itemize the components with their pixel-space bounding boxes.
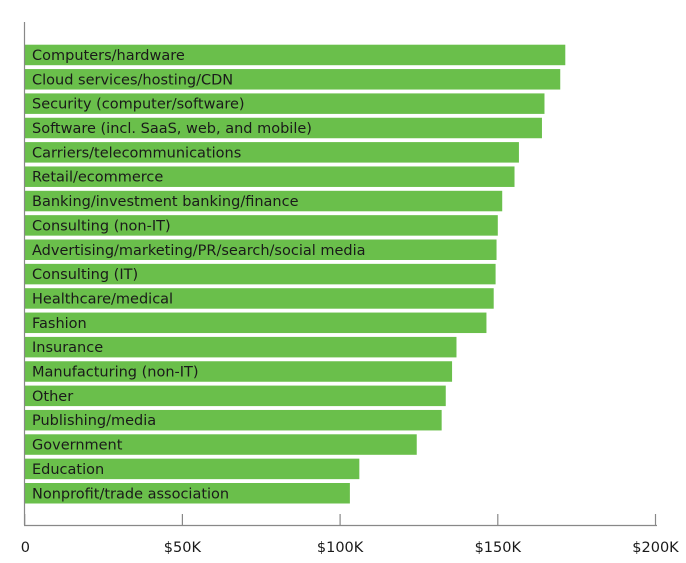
bar (25, 142, 519, 163)
category-label: Other (32, 389, 73, 405)
bars: Computers/hardware Cloud services/hosting… (25, 44, 566, 504)
category-label: Advertising/marketing/PR/search/social m… (32, 243, 366, 259)
bar (25, 361, 453, 382)
bar (25, 385, 446, 407)
category-label: Government (32, 438, 123, 454)
bar (25, 215, 498, 236)
bar (25, 166, 515, 187)
bar (25, 288, 494, 309)
bar (25, 44, 566, 66)
bar (25, 263, 496, 285)
category-label: Insurance (32, 340, 103, 356)
bar (25, 458, 360, 480)
x-axis-ticks: 0 $50K $100K $150K $200K (21, 514, 679, 556)
bar (25, 69, 561, 90)
category-label: Banking/investment banking/finance (32, 194, 299, 210)
category-label: Security (computer/software) (32, 97, 245, 113)
category-label: Retail/ecommerce (32, 170, 163, 186)
category-label: Education (32, 462, 104, 478)
bar (25, 336, 457, 358)
bar (25, 312, 487, 334)
bar (25, 483, 350, 504)
x-tick-label: $200K (632, 540, 679, 556)
x-tick-label: $100K (317, 540, 364, 556)
category-label: Consulting (IT) (32, 267, 138, 283)
category-label: Manufacturing (non-IT) (32, 365, 199, 381)
bar (25, 239, 497, 260)
bar (25, 117, 542, 139)
bar (25, 93, 545, 114)
bar (25, 409, 442, 431)
category-label: Cloud services/hosting/CDN (32, 72, 233, 88)
bar (25, 190, 503, 212)
x-tick-label: 0 (21, 540, 30, 556)
category-label: Software (incl. SaaS, web, and mobile) (32, 121, 312, 137)
category-label: Computers/hardware (32, 48, 185, 64)
category-label: Publishing/media (32, 413, 156, 429)
category-label: Carriers/telecommunications (32, 145, 241, 161)
category-label: Consulting (non-IT) (32, 218, 171, 234)
category-label: Nonprofit/trade association (32, 486, 229, 502)
bar (25, 434, 417, 455)
x-tick-label: $150K (475, 540, 522, 556)
category-label: Healthcare/medical (32, 291, 173, 307)
category-label: Fashion (32, 316, 87, 332)
x-tick-label: $50K (164, 540, 202, 556)
